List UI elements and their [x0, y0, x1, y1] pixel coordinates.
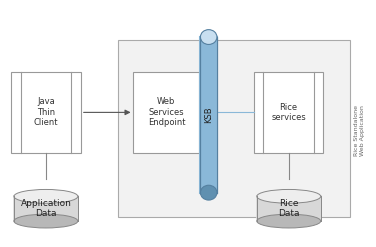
Bar: [133, 72, 199, 153]
Bar: [14, 196, 78, 221]
Text: Application
Data: Application Data: [20, 199, 71, 218]
Bar: [257, 196, 321, 221]
Ellipse shape: [200, 30, 217, 44]
Text: Web
Services
Endpoint: Web Services Endpoint: [148, 98, 185, 127]
Text: Rice
Data: Rice Data: [278, 199, 300, 218]
Ellipse shape: [14, 214, 78, 228]
Bar: [118, 40, 350, 217]
Text: Rice Standalone
Web Application: Rice Standalone Web Application: [354, 105, 365, 156]
Bar: [11, 72, 81, 153]
Bar: [254, 72, 323, 153]
Ellipse shape: [257, 214, 321, 228]
Text: Java
Thin
Client: Java Thin Client: [34, 98, 58, 127]
Text: KSB: KSB: [204, 106, 213, 123]
Bar: [200, 37, 217, 193]
Ellipse shape: [200, 185, 217, 200]
Ellipse shape: [257, 189, 321, 203]
Ellipse shape: [14, 189, 78, 203]
Text: Rice
services: Rice services: [271, 103, 306, 122]
